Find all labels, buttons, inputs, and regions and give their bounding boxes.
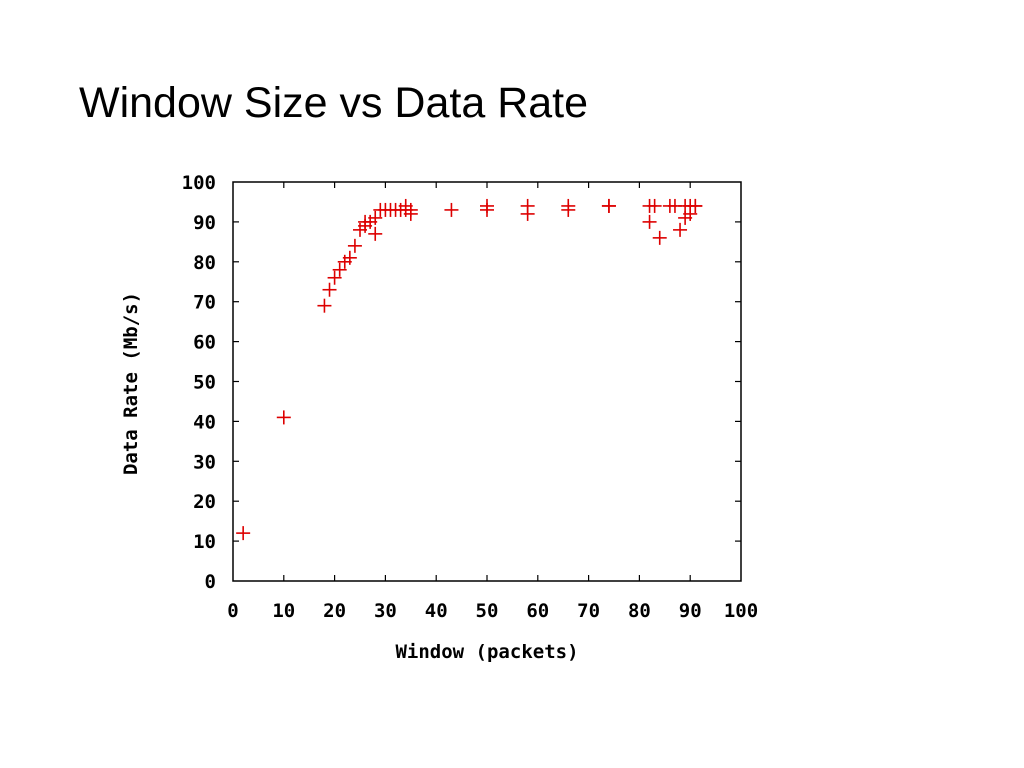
data-point [342,250,357,265]
data-point [561,202,576,217]
x-tick-label: 80 [628,600,651,622]
y-tick-label: 10 [193,531,216,553]
y-tick-label: 50 [193,372,216,394]
x-tick-label: 90 [679,600,702,622]
y-tick-labels: 0 10 20 30 40 50 60 70 80 90 100 [182,172,216,593]
x-tick-label: 40 [425,600,448,622]
data-point [652,230,667,245]
ticks-group [233,182,741,581]
data-point [403,202,418,217]
y-axis-label: Data Rate (Mb/s) [120,292,142,475]
data-point [520,206,535,221]
x-axis-label: Window (packets) [395,641,578,663]
y-tick-label: 80 [193,252,216,274]
data-point [480,202,494,217]
data-points [236,198,703,541]
data-point [347,238,362,253]
data-point [332,262,347,277]
data-point [236,526,251,541]
data-point [368,226,383,241]
y-tick-label: 100 [182,172,216,194]
y-tick-label: 70 [193,292,216,314]
x-tick-labels: 0 10 20 30 40 50 60 70 80 90 100 [227,600,758,622]
slide-title: Window Size vs Data Rate [79,79,589,127]
data-point [327,270,342,285]
y-tick-label: 60 [193,332,216,354]
x-tick-label: 100 [724,600,758,622]
y-tick-label: 90 [193,212,216,234]
y-tick-label: 20 [193,491,216,513]
data-point [444,202,459,217]
x-tick-label: 10 [272,600,295,622]
data-point [647,198,662,213]
y-tick-label: 30 [193,451,216,473]
data-point [317,298,332,313]
data-point [673,222,688,237]
data-point [322,282,337,297]
x-tick-label: 70 [577,600,600,622]
x-tick-label: 30 [374,600,397,622]
x-tick-label: 20 [323,600,346,622]
x-tick-label: 60 [526,600,549,622]
y-tick-label: 0 [205,571,216,593]
data-point [642,214,657,229]
data-point [368,210,383,225]
y-tick-label: 40 [193,411,216,433]
data-point [688,198,703,213]
data-point [276,410,291,425]
x-tick-label: 0 [227,600,238,622]
plot-frame [232,181,742,582]
data-point [601,198,616,213]
x-tick-label: 50 [476,600,499,622]
